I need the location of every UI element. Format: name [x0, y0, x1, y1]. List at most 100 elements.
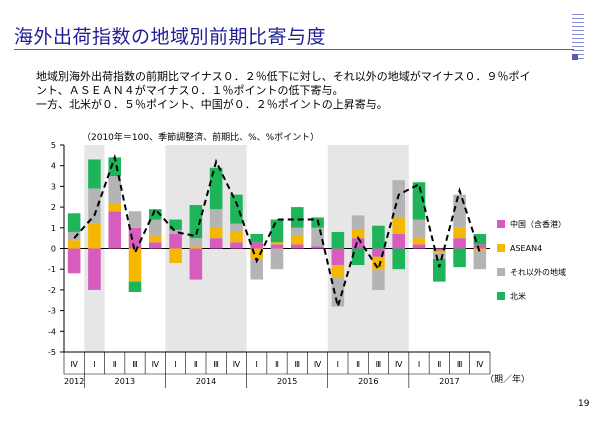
year-label: 2016 [358, 377, 378, 386]
bar-3-1 [67, 231, 81, 241]
x-tick-label: Ⅱ [113, 360, 117, 369]
x-tick-label: Ⅲ [213, 360, 219, 369]
bar-1-9 [230, 242, 243, 249]
legend-swatch-2 [497, 244, 505, 252]
bar-1-20 [453, 238, 466, 249]
bar-3-11 [270, 248, 284, 270]
axis-labels: 5 4 3 2 1 0 -1 -2 -3 -4 -5 Ⅳ Ⅰ Ⅱ Ⅲ Ⅳ Ⅰ Ⅱ Ⅲ Ⅳ Ⅰ Ⅱ Ⅲ Ⅳ Ⅰ Ⅱ Ⅲ Ⅳ Ⅰ Ⅱ Ⅲ Ⅳ 201… [48, 141, 484, 386]
bar-1-13 [311, 246, 324, 249]
bar-2-4 [128, 248, 142, 282]
y-tick-label: 1 [51, 224, 56, 233]
total-dashed-line [73, 153, 481, 311]
bar-2-3 [108, 202, 122, 212]
y-tick-label: -2 [48, 286, 56, 295]
bar-3-9 [230, 223, 243, 232]
bar-1-1 [67, 248, 81, 274]
x-tick-label: Ⅰ [256, 360, 258, 369]
bar-4-7 [189, 205, 203, 239]
x-tick-label: Ⅲ [457, 360, 463, 369]
y-tick-label: 4 [51, 162, 56, 171]
y-tick-label: 2 [51, 203, 56, 212]
legend-swatch-4 [497, 292, 505, 300]
x-axis-unit: （期／年） [485, 373, 530, 385]
x-tick-label: Ⅳ [476, 360, 484, 369]
year-label: 2015 [277, 377, 297, 386]
bar-1-8 [209, 238, 223, 249]
bar-3-7 [189, 238, 203, 247]
y-tick-label: 3 [51, 182, 56, 191]
x-tick-label: Ⅳ [70, 360, 78, 369]
chart-note: （2010年＝100、季節調整済、前期比、%、%ポイント） [82, 131, 319, 143]
bar-2-10 [250, 248, 264, 259]
legend-label-4: 北米 [510, 291, 526, 301]
bar-3-16 [372, 269, 385, 290]
bar-4-2 [88, 159, 101, 189]
total-line [73, 153, 481, 311]
y-tick-label: -1 [48, 265, 56, 274]
bar-2-7 [189, 246, 203, 249]
description-line-2: ント、ＡＳＥＡＮ４がマイナス０．１％ポイントの低下寄与。 [36, 84, 344, 97]
bar-2-18 [412, 238, 426, 245]
bar-1-14 [331, 248, 345, 266]
y-tick-label: 0 [51, 245, 56, 254]
bar-2-12 [290, 236, 304, 245]
title-underline [14, 49, 574, 50]
bar-3-5 [148, 219, 162, 237]
bar-1-17 [392, 234, 406, 249]
bar-4-6 [169, 219, 182, 230]
x-tick-label: Ⅲ [132, 360, 138, 369]
x-tick-label: Ⅳ [395, 360, 403, 369]
bar-2-19 [432, 250, 446, 253]
bar-4-20 [453, 248, 466, 268]
legend-label-2: ASEAN4 [510, 244, 542, 253]
bar-3-21 [473, 250, 487, 270]
y-tick-label: -3 [48, 307, 56, 316]
bar-2-8 [209, 227, 223, 239]
bar-4-10 [250, 234, 264, 243]
bar-3-13 [311, 227, 324, 247]
description-line-1: 地域別海外出荷指数の前期比マイナス０．２％低下に対し、それ以外の地域がマイナス０… [36, 70, 531, 83]
bar-4-1 [67, 213, 81, 232]
bar-4-3 [108, 157, 122, 177]
legend-swatch-3 [497, 268, 505, 276]
slide-title: 海外出荷指数の地域別前期比寄与度 [14, 26, 327, 48]
bar-4-15 [351, 248, 365, 266]
bar-1-19 [432, 248, 446, 251]
year-label: 2014 [196, 377, 216, 386]
bar-1-2 [88, 248, 101, 290]
bar-3-4 [128, 211, 142, 228]
x-tick-label: Ⅰ [337, 360, 339, 369]
bar-3-18 [412, 219, 426, 239]
bar-4-5 [148, 209, 162, 220]
page-number: 19 [578, 399, 590, 409]
x-tick-label: Ⅱ [356, 360, 360, 369]
year-label: 2017 [439, 377, 459, 386]
bar-3-20 [453, 194, 466, 228]
x-tick-label: Ⅳ [152, 360, 160, 369]
bar-4-9 [230, 194, 243, 224]
bar-2-5 [148, 236, 162, 243]
bar-2-16 [372, 256, 385, 270]
bar-2-14 [331, 265, 345, 278]
bar-3-12 [290, 227, 304, 237]
bar-1-7 [189, 248, 203, 280]
bar-2-15 [351, 229, 365, 239]
bar-3-8 [209, 209, 223, 228]
description-line-3: 一方、北米が０．５％ポイント、中国が０．２％ポイントの上昇寄与。 [36, 98, 388, 111]
bar-4-21 [473, 234, 487, 245]
year-label: 2013 [115, 377, 135, 386]
bar-4-11 [270, 219, 284, 243]
bar-2-9 [230, 231, 243, 243]
bar-1-12 [290, 244, 304, 249]
bar-1-6 [169, 234, 182, 249]
bar-1-5 [148, 242, 162, 249]
bar-3-6 [169, 229, 182, 235]
bar-4-18 [412, 182, 426, 220]
year-label: 2012 [64, 377, 84, 386]
x-tick-label: Ⅱ [194, 360, 198, 369]
bar-2-11 [270, 242, 284, 245]
bar-3-10 [250, 258, 264, 280]
x-tick-label: Ⅲ [295, 360, 301, 369]
